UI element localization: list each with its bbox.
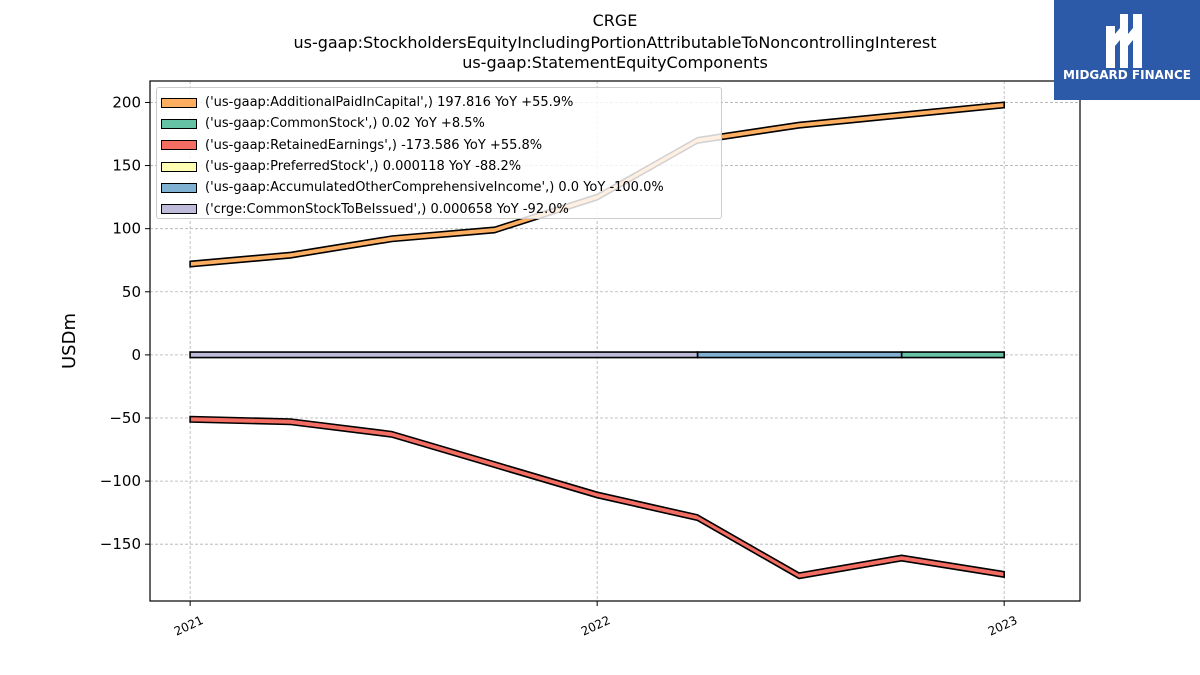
legend-swatch bbox=[161, 204, 197, 215]
x-tick-label: 2023 bbox=[986, 613, 1020, 639]
y-tick-label: −150 bbox=[100, 535, 141, 553]
legend-item: ('us-gaap:RetainedEarnings',) -173.586 Y… bbox=[157, 135, 721, 156]
y-tick-label: −100 bbox=[100, 472, 141, 490]
legend-label: ('us-gaap:CommonStock',) 0.02 YoY +8.5% bbox=[205, 116, 485, 132]
legend-item: ('us-gaap:AccumulatedOtherComprehensiveI… bbox=[157, 177, 721, 198]
series-band-2 bbox=[189, 415, 1006, 580]
legend-swatch bbox=[161, 161, 197, 172]
legend-label: ('us-gaap:RetainedEarnings',) -173.586 Y… bbox=[205, 137, 543, 153]
y-tick-label: 0 bbox=[131, 346, 141, 364]
legend-swatch bbox=[161, 118, 197, 129]
y-tick-label: 150 bbox=[112, 157, 141, 175]
brand-logo: MIDGARD FINANCE bbox=[1054, 0, 1200, 100]
legend-label: ('us-gaap:PreferredStock',) 0.000118 YoY… bbox=[205, 159, 522, 175]
x-tick-label: 2021 bbox=[172, 613, 206, 639]
y-tick-label: 200 bbox=[112, 93, 141, 111]
y-tick-label: 50 bbox=[122, 283, 141, 301]
legend-item: ('us-gaap:AdditionalPaidInCapital',) 197… bbox=[157, 92, 721, 113]
legend-swatch bbox=[161, 140, 197, 151]
legend-swatch bbox=[161, 182, 197, 193]
x-tick-label: 2022 bbox=[579, 613, 613, 639]
brand-logo-text: MIDGARD FINANCE bbox=[1063, 68, 1191, 82]
brand-logo-icon bbox=[1106, 14, 1142, 68]
legend: ('us-gaap:AdditionalPaidInCapital',) 197… bbox=[156, 87, 722, 219]
series-band-0 bbox=[189, 101, 1006, 268]
legend-label: ('us-gaap:AccumulatedOtherComprehensiveI… bbox=[205, 180, 664, 196]
y-tick-label: 100 bbox=[112, 220, 141, 238]
chart-title: CRGE bbox=[592, 11, 638, 30]
plot-frame bbox=[149, 80, 1081, 602]
series-band-5 bbox=[189, 351, 699, 359]
chart-subtitle-2: us-gaap:StatementEquityComponents bbox=[462, 53, 768, 72]
series-band-4 bbox=[696, 351, 903, 359]
legend-label: ('us-gaap:AdditionalPaidInCapital',) 197… bbox=[205, 95, 574, 111]
legend-item: ('us-gaap:PreferredStock',) 0.000118 YoY… bbox=[157, 156, 721, 177]
y-tick-label: −50 bbox=[109, 409, 141, 427]
legend-item: ('us-gaap:CommonStock',) 0.02 YoY +8.5% bbox=[157, 113, 721, 134]
chart-subtitle-1: us-gaap:StockholdersEquityIncludingPorti… bbox=[293, 33, 937, 52]
y-axis-label: USDm bbox=[59, 313, 80, 369]
legend-label: ('crge:CommonStockToBeIssued',) 0.000658… bbox=[205, 201, 569, 217]
legend-swatch bbox=[161, 97, 197, 108]
series-band-1 bbox=[900, 351, 1006, 359]
legend-item: ('crge:CommonStockToBeIssued',) 0.000658… bbox=[157, 198, 721, 219]
